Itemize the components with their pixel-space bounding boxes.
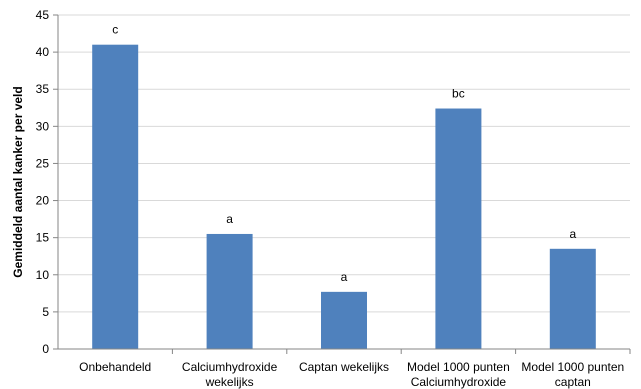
bar bbox=[321, 291, 367, 349]
bars bbox=[92, 44, 596, 350]
x-category-label: Calciumhydroxide bbox=[182, 360, 278, 374]
y-tick-label: 10 bbox=[36, 268, 50, 282]
y-tick-label: 20 bbox=[36, 194, 50, 208]
y-tick-label: 5 bbox=[42, 305, 49, 319]
x-category-label: Onbehandeld bbox=[79, 360, 151, 374]
bar bbox=[435, 108, 482, 350]
significance-letter: a bbox=[569, 227, 576, 241]
y-tick-label: 40 bbox=[36, 45, 50, 59]
bar bbox=[549, 248, 596, 349]
y-tick-label: 45 bbox=[36, 8, 50, 22]
significance-letter: a bbox=[341, 270, 348, 284]
bar bbox=[92, 44, 139, 349]
x-category-label: Model 1000 punten bbox=[407, 360, 510, 374]
x-axis-categories: Onbehandeld CalciumhydroxidewekelijksCapt… bbox=[79, 349, 631, 389]
gridlines bbox=[58, 14, 630, 313]
y-axis-ticks: 0 5 10 15 20 25 30 35 40 45 bbox=[36, 8, 58, 356]
significance-letters: c a a bc a bbox=[112, 23, 576, 284]
x-category-label: Captan wekelijks bbox=[299, 360, 389, 374]
y-tick-label: 15 bbox=[36, 231, 50, 245]
x-category-label: Calciumhydroxide bbox=[411, 375, 507, 389]
significance-letter: a bbox=[226, 212, 233, 226]
bar bbox=[206, 233, 253, 349]
significance-letter: c bbox=[112, 23, 118, 37]
y-tick-label: 0 bbox=[42, 342, 49, 356]
significance-letter: bc bbox=[452, 87, 465, 101]
y-tick-label: 35 bbox=[36, 82, 50, 96]
y-tick-label: 30 bbox=[36, 119, 50, 133]
y-axis-title: Gemiddeld aantal kanker per veld bbox=[11, 86, 25, 277]
x-category-label: wekelijks bbox=[205, 375, 254, 389]
x-category-label: captan bbox=[555, 375, 591, 389]
x-category-label: Model 1000 punten bbox=[521, 360, 624, 374]
y-tick-label: 25 bbox=[36, 156, 50, 170]
